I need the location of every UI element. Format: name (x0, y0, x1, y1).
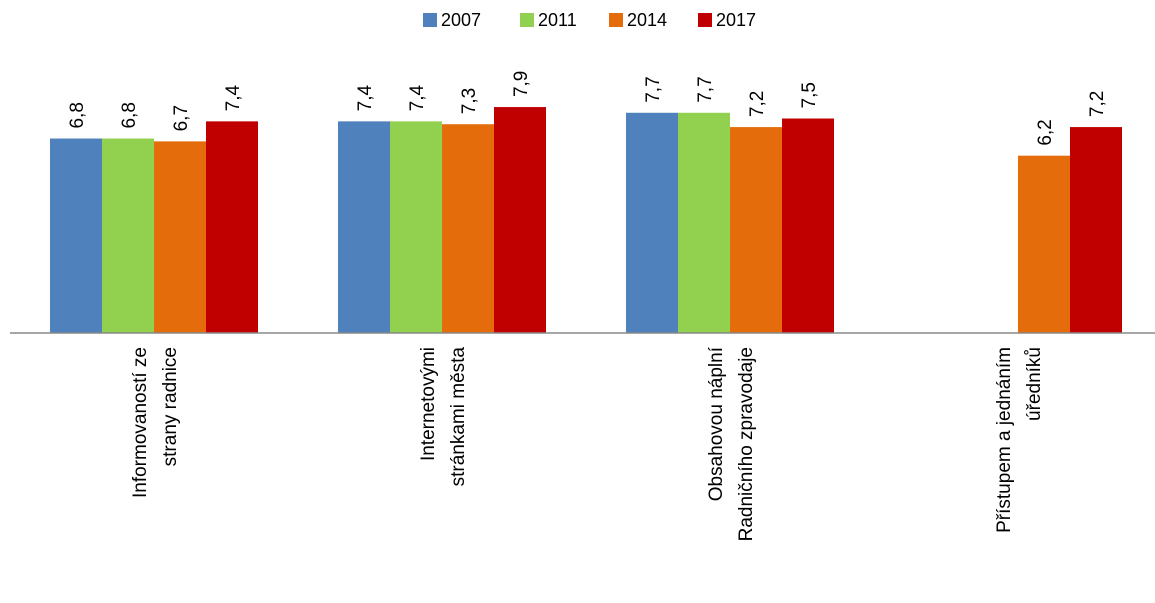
category-label-3-line2: Radničního zpravodaje (736, 347, 757, 541)
legend-swatch-2017 (698, 13, 712, 27)
legend-swatch-2014 (609, 13, 623, 27)
data-label-2011-cat3: 7,7 (695, 76, 716, 102)
category-label-4-line1: Přístupem a jednáním (994, 347, 1015, 533)
data-label-2014-cat2: 7,3 (459, 88, 480, 114)
bar-2017-cat4 (1070, 127, 1122, 333)
data-labels-group: 6,8 6,8 6,7 7,4 7,4 7,4 7,3 7,9 7,7 7,7 7,2 7,5 6,2 7… (67, 71, 1108, 146)
bar-2007-cat3 (626, 112, 678, 333)
legend-label-2007: 2007 (441, 10, 481, 30)
category-label-3-line1: Obsahovou náplní (706, 346, 727, 501)
data-label-2007-cat2: 7,4 (355, 85, 376, 112)
bar-2017-cat3 (782, 118, 834, 333)
legend-label-2014: 2014 (627, 10, 667, 30)
category-label-2-line1: Internetovými (418, 347, 439, 461)
category-label-1-line1: Informovaností ze (130, 347, 151, 498)
legend-label-2011: 2011 (538, 10, 577, 30)
bar-2014-cat3 (730, 127, 782, 333)
bar-2014-cat4 (1018, 155, 1070, 333)
data-label-2011-cat2: 7,4 (407, 85, 428, 112)
bar-2011-cat2 (390, 121, 442, 333)
bar-2014-cat2 (442, 124, 494, 333)
bar-2007-cat1 (50, 138, 102, 333)
category-label-2-line2: stránkami města (448, 347, 469, 487)
legend-swatch-2007 (423, 13, 437, 27)
category-labels-group: Informovaností ze strany radnice Interneto… (130, 346, 1045, 541)
data-label-2014-cat3: 7,2 (747, 91, 768, 117)
bar-2011-cat1 (102, 138, 154, 333)
bar-2017-cat2 (494, 107, 546, 333)
data-label-2014-cat4: 6,2 (1035, 119, 1056, 145)
category-label-4-line2: úředníků (1024, 347, 1045, 421)
bar-2014-cat1 (154, 141, 206, 333)
bar-2007-cat2 (338, 121, 390, 333)
category-label-1-line2: strany radnice (160, 347, 181, 466)
bar-2011-cat3 (678, 112, 730, 333)
data-label-2017-cat3: 7,5 (799, 82, 820, 108)
data-label-2007-cat3: 7,7 (643, 76, 664, 102)
data-label-2017-cat1: 7,4 (223, 85, 244, 112)
bars-group (50, 107, 1122, 333)
legend: 2007 2011 2014 2017 (423, 10, 756, 30)
data-label-2007-cat1: 6,8 (67, 102, 88, 128)
legend-swatch-2011 (520, 13, 534, 27)
legend-label-2017: 2017 (716, 10, 756, 30)
data-label-2017-cat2: 7,9 (511, 71, 532, 97)
data-label-2017-cat4: 7,2 (1087, 91, 1108, 117)
bar-2017-cat1 (206, 121, 258, 333)
data-label-2011-cat1: 6,8 (119, 102, 140, 128)
data-label-2014-cat1: 6,7 (171, 105, 192, 131)
